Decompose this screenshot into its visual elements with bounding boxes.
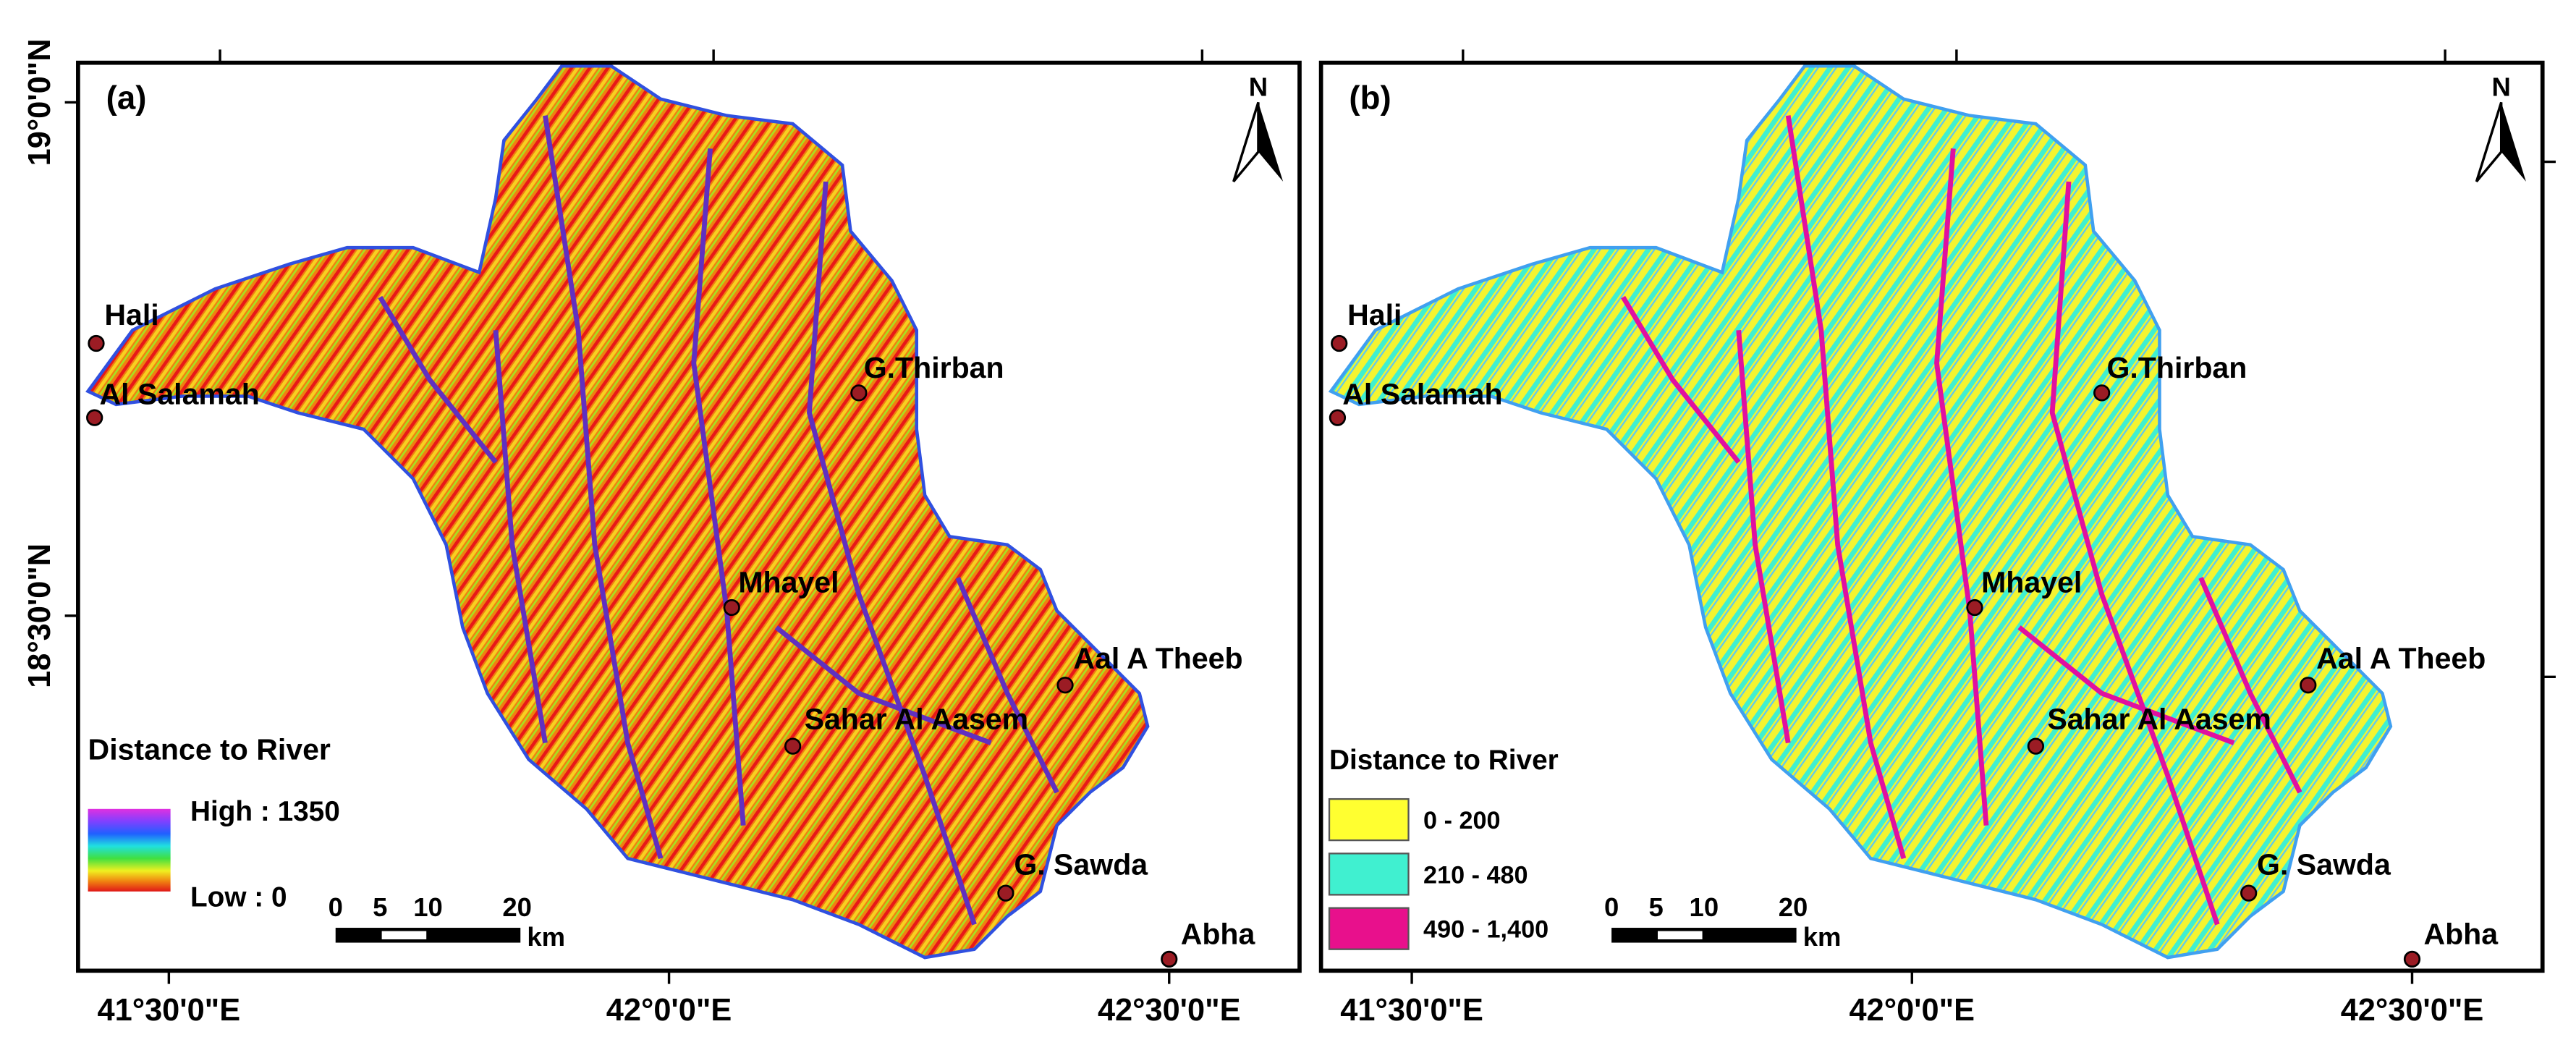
place-label: Mhayel [738, 565, 839, 598]
panel-label: (b) [1349, 80, 1391, 117]
basin [85, 64, 1150, 960]
scale-bar [335, 928, 521, 943]
river-network [774, 625, 992, 745]
place-marker [784, 737, 802, 755]
north-arrow [2501, 102, 2526, 182]
river-network [955, 577, 1059, 794]
place-label: Sahar Al Aasem [2047, 703, 2271, 736]
place-marker [1331, 334, 1348, 352]
legend-label: High : 1350 [190, 796, 340, 827]
place-label: Al Salamah [1342, 377, 1502, 410]
y-tick-label: 18°30'0"N [22, 543, 57, 688]
map-frame [1318, 60, 2545, 973]
north-arrow [1258, 102, 1284, 182]
legend-label: 490 - 1,400 [1423, 916, 1548, 944]
scale-label: 20 [502, 892, 532, 922]
place-label: Sahar Al Aasem [805, 703, 1029, 736]
place-marker [1161, 950, 1178, 968]
scale-label: 10 [1690, 892, 1719, 922]
basin [1328, 64, 2393, 960]
river-network [807, 181, 977, 926]
x-tick-label: 41°30'0"E [1340, 993, 1483, 1028]
river-network [543, 115, 664, 860]
scale-bar [381, 931, 427, 940]
scale-label: 5 [373, 892, 387, 922]
river-network [1934, 148, 1989, 826]
place-label: Aal A Theeb [1073, 641, 1242, 674]
place-marker [997, 884, 1014, 902]
x-tick-label: 42°0'0"E [606, 993, 732, 1028]
river-network [1621, 295, 1741, 464]
legend-label: Low : 0 [190, 881, 287, 913]
scale-bar [1657, 931, 1703, 940]
scale-label: 5 [1649, 892, 1664, 922]
place-marker [2027, 737, 2045, 755]
place-label: Abha [1181, 917, 1256, 950]
north-label: N [1249, 72, 1268, 101]
river-network [493, 329, 548, 744]
place-label: G.Thirban [864, 351, 1004, 384]
place-marker [88, 334, 105, 352]
scale-unit: km [1803, 922, 1842, 952]
legend-label: 0 - 200 [1423, 807, 1500, 834]
scale-bar [1611, 928, 1797, 943]
place-label: G. Sawda [2257, 847, 2391, 881]
river-network [1736, 329, 1791, 744]
place-marker [86, 409, 103, 426]
place-label: Hali [1347, 298, 1402, 331]
river-network [2017, 625, 2235, 745]
x-tick-label: 42°0'0"E [1850, 993, 1975, 1028]
scale-label: 0 [329, 892, 343, 922]
legend-title: Distance to River [1329, 745, 1559, 776]
map-frame [76, 60, 1302, 973]
legend-label: 210 - 480 [1423, 861, 1528, 889]
place-marker [2240, 884, 2258, 902]
legend-swatch [1328, 907, 1410, 950]
x-tick-label: 41°30'0"E [98, 993, 241, 1028]
x-tick-label: 42°30'0"E [2341, 993, 2484, 1028]
map-panel: (b) N 41°30'0"E 42°0'0"E 42°30'0"E Hali Al Sal… [1318, 49, 2556, 1028]
panel-label: (a) [106, 80, 147, 117]
north-arrow [2475, 101, 2503, 183]
map-panel: (a) N 41°30'0"E 42°0'0"E 42°30'0"E 19°0'0"N 18… [22, 39, 1302, 1028]
north-arrow [1232, 101, 1260, 183]
place-label: Mhayel [1981, 565, 2082, 598]
x-tick-label: 42°30'0"E [1098, 993, 1241, 1028]
scale-label: 0 [1604, 892, 1619, 922]
scale-label: 20 [1779, 892, 1808, 922]
place-marker [1966, 598, 1983, 617]
north-label: N [2492, 72, 2511, 101]
legend-swatch [1328, 852, 1410, 896]
river-network [2049, 181, 2220, 926]
legend-title: Distance to River [88, 732, 331, 766]
place-marker [2300, 677, 2317, 694]
y-tick-label: 19°0'0"N [22, 39, 57, 166]
place-marker [723, 598, 740, 617]
river-network [691, 148, 746, 826]
place-marker [1329, 409, 1347, 426]
place-label: G. Sawda [1014, 847, 1148, 881]
place-label: Abha [2423, 917, 2499, 950]
legend-ramp [88, 808, 171, 892]
place-marker [2403, 950, 2421, 968]
legend-swatch [1328, 798, 1410, 842]
place-label: G.Thirban [2106, 351, 2247, 384]
scale-label: 10 [413, 892, 443, 922]
place-marker [2093, 384, 2111, 402]
river-network [1785, 115, 1907, 860]
place-label: Aal A Theeb [2316, 641, 2486, 674]
place-label: Hali [104, 298, 158, 331]
river-network [2198, 577, 2302, 794]
scale-unit: km [527, 922, 565, 952]
river-network [378, 295, 498, 464]
place-marker [850, 384, 868, 402]
place-label: Al Salamah [100, 377, 260, 410]
place-marker [1056, 677, 1074, 694]
